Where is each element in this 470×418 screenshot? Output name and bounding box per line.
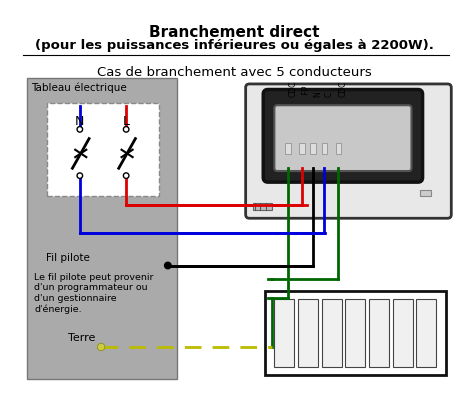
Bar xyxy=(298,299,318,367)
Text: N: N xyxy=(313,91,322,97)
Text: Fil pilote: Fil pilote xyxy=(46,253,89,263)
Bar xyxy=(322,299,342,367)
Circle shape xyxy=(77,173,83,178)
Circle shape xyxy=(77,127,83,132)
Bar xyxy=(393,299,413,367)
Text: FP: FP xyxy=(302,86,311,97)
Text: CDC: CDC xyxy=(338,81,347,97)
Circle shape xyxy=(123,173,129,178)
FancyBboxPatch shape xyxy=(274,105,411,171)
Bar xyxy=(47,103,158,196)
Circle shape xyxy=(123,127,129,132)
Bar xyxy=(321,143,327,154)
Bar xyxy=(274,299,294,367)
Bar xyxy=(27,79,177,379)
Bar xyxy=(345,299,365,367)
Text: Tableau électrique: Tableau électrique xyxy=(31,82,126,93)
Bar xyxy=(369,299,389,367)
Text: Branchement direct: Branchement direct xyxy=(149,25,320,40)
FancyBboxPatch shape xyxy=(246,84,451,218)
Text: Le fil pilote peut provenir
d'un programmateur ou
d'un gestionnaire
d'énergie.: Le fil pilote peut provenir d'un program… xyxy=(34,273,154,314)
Text: N: N xyxy=(75,115,85,127)
Text: Terre: Terre xyxy=(68,333,95,343)
Text: (pour les puissances inférieures ou égales à 2200W).: (pour les puissances inférieures ou égal… xyxy=(35,38,434,51)
Text: L: L xyxy=(123,115,130,127)
Text: Cas de branchement avec 5 conducteurs: Cas de branchement avec 5 conducteurs xyxy=(97,66,372,79)
Bar xyxy=(299,143,305,154)
Circle shape xyxy=(97,343,105,351)
Text: CDC: CDC xyxy=(288,81,297,97)
Bar xyxy=(336,143,341,154)
Bar xyxy=(311,143,316,154)
Bar xyxy=(420,189,431,196)
Bar xyxy=(285,143,291,154)
Bar xyxy=(253,202,272,210)
FancyBboxPatch shape xyxy=(263,89,423,182)
Circle shape xyxy=(164,262,171,269)
Bar xyxy=(416,299,437,367)
Bar xyxy=(265,291,446,375)
Text: C: C xyxy=(324,92,333,97)
